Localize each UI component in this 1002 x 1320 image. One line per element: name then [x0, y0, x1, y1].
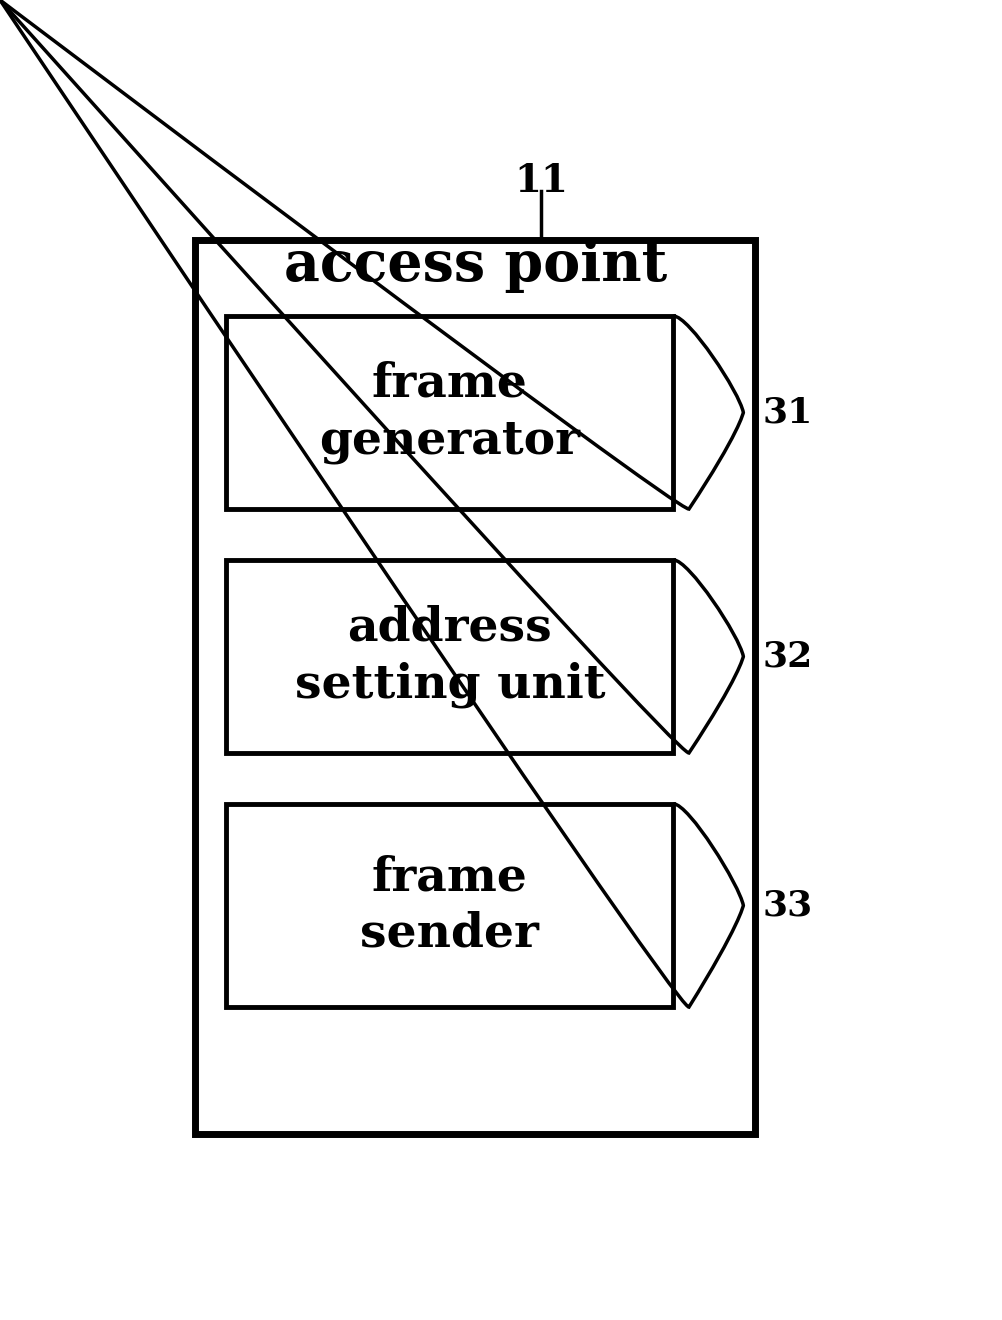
Bar: [226, 804, 672, 1007]
Text: 31: 31: [763, 396, 813, 429]
Text: address
setting unit: address setting unit: [295, 605, 604, 708]
Bar: [226, 560, 672, 752]
Text: access point: access point: [284, 238, 666, 293]
Text: frame
generator: frame generator: [319, 360, 580, 465]
Text: 11: 11: [514, 162, 568, 199]
Text: 33: 33: [763, 888, 813, 923]
Text: 32: 32: [763, 639, 813, 673]
Bar: [195, 240, 755, 1134]
Text: frame
sender: frame sender: [360, 854, 539, 957]
Bar: [226, 315, 672, 510]
